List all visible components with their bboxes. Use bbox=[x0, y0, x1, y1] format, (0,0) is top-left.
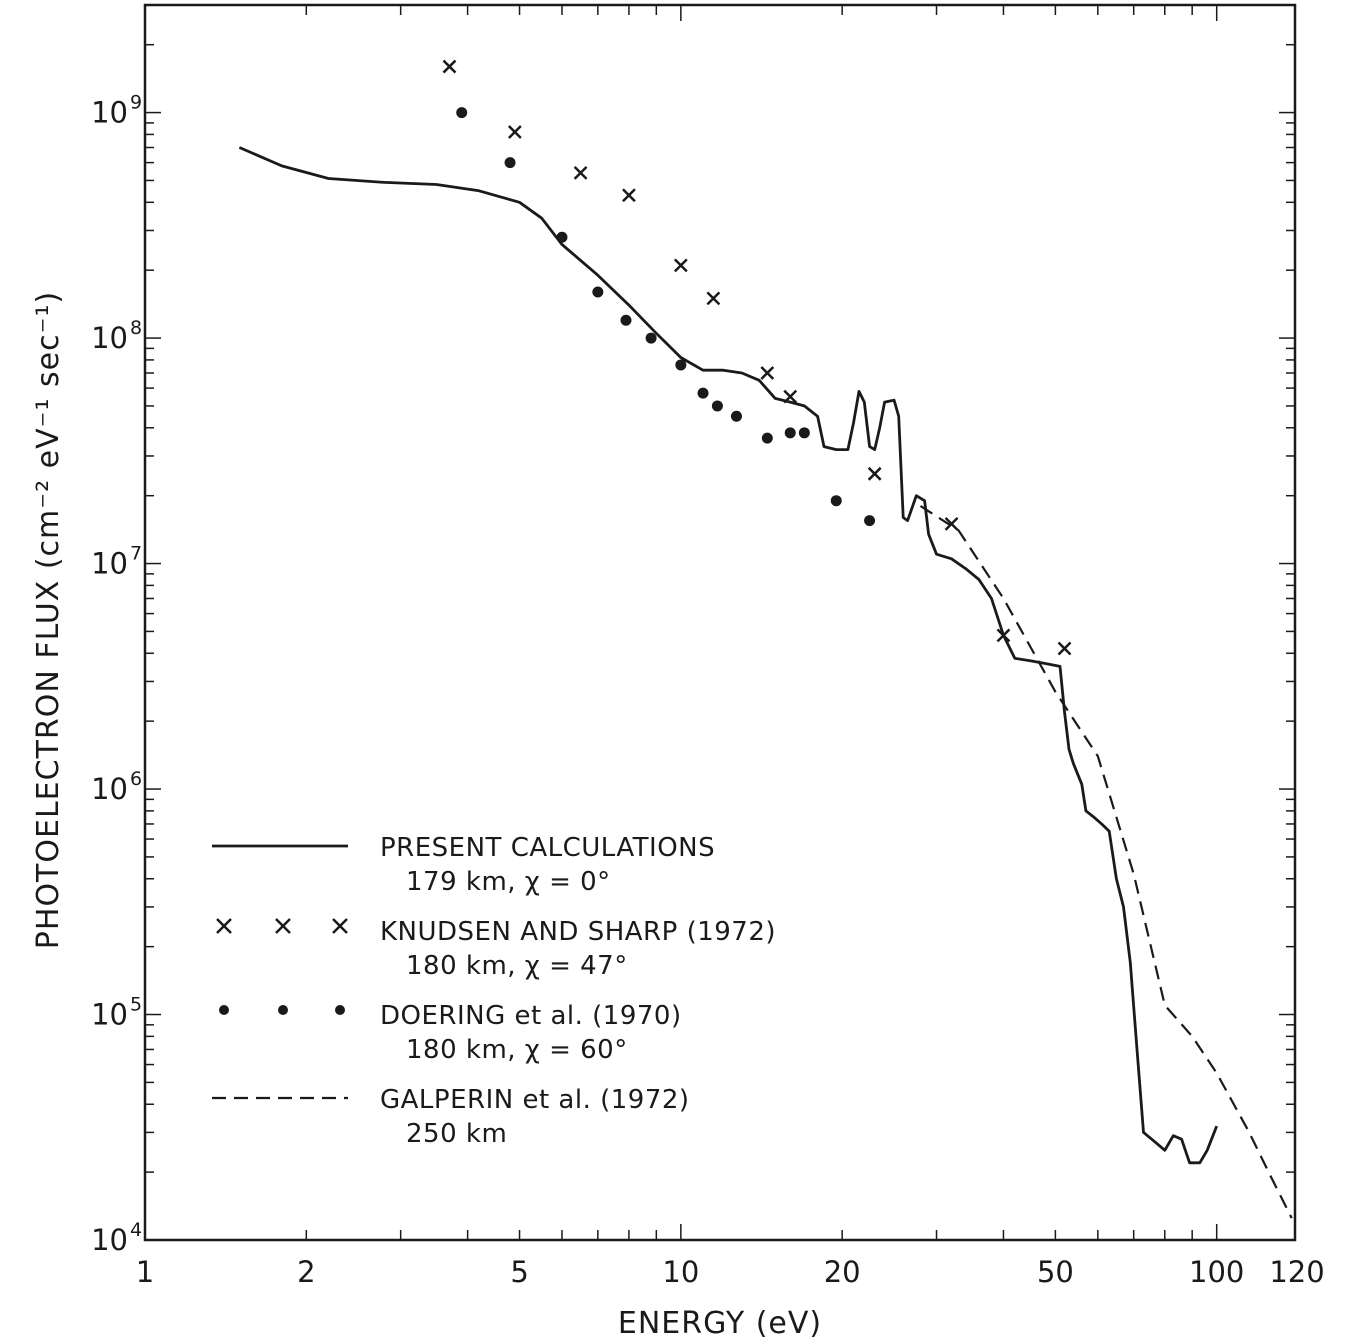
y-tick-label: 10 bbox=[91, 1223, 128, 1257]
axis-ticks bbox=[144, 4, 1295, 1241]
doering-point bbox=[592, 286, 604, 298]
knudsen-sharp-point bbox=[783, 389, 798, 404]
knudsen-sharp-point bbox=[216, 918, 232, 934]
x-tick-label: 5 bbox=[510, 1255, 528, 1289]
doering-point bbox=[620, 314, 632, 326]
legend-item: DOERING et al. (1970) 180 km, χ = 60° bbox=[219, 1001, 682, 1065]
legend-name: DOERING et al. (1970) bbox=[380, 1001, 682, 1031]
doering-point bbox=[697, 387, 709, 399]
legend-item: PRESENT CALCULATIONS 179 km, χ = 0° bbox=[212, 833, 715, 897]
x-tick-label: 120 bbox=[1269, 1255, 1324, 1289]
x-tick-label: 100 bbox=[1189, 1255, 1244, 1289]
knudsen-sharp-point bbox=[1057, 641, 1072, 656]
y-tick-exponent: 9 bbox=[130, 92, 142, 114]
y-tick-exponent: 5 bbox=[130, 994, 142, 1016]
knudsen-sharp-point bbox=[706, 291, 721, 306]
doering-point bbox=[830, 495, 842, 507]
doering-point bbox=[730, 410, 742, 422]
legend-name: GALPERIN et al. (1972) bbox=[380, 1085, 690, 1115]
y-axis-label: PHOTOELECTRON FLUX (cm⁻² eV⁻¹ sec⁻¹) bbox=[31, 291, 66, 949]
series-1 bbox=[442, 59, 1072, 656]
doering-point bbox=[675, 359, 687, 371]
galperin-line bbox=[919, 505, 1293, 1219]
knudsen-sharp-point bbox=[507, 125, 522, 139]
present-calculations-line bbox=[238, 146, 1219, 1165]
x-tick-label: 20 bbox=[824, 1255, 861, 1289]
knudsen-sharp-point bbox=[332, 918, 348, 934]
y-tick-exponent: 4 bbox=[130, 1219, 142, 1241]
y-tick-label: 10 bbox=[91, 772, 128, 806]
x-tick-label: 1 bbox=[136, 1255, 154, 1289]
doering-point bbox=[864, 515, 876, 527]
legend: PRESENT CALCULATIONS 179 km, χ = 0° KNUDSE… bbox=[212, 833, 776, 1149]
x-tick-label: 50 bbox=[1037, 1255, 1074, 1289]
x-tick-label: 10 bbox=[662, 1255, 699, 1289]
doering-point bbox=[711, 400, 723, 412]
y-tick-exponent: 8 bbox=[130, 317, 142, 339]
series-layer bbox=[238, 59, 1293, 1219]
doering-point bbox=[456, 107, 468, 119]
y-tick-label: 10 bbox=[91, 547, 128, 581]
knudsen-sharp-point bbox=[996, 628, 1011, 643]
knudsen-sharp-point bbox=[573, 166, 588, 180]
legend-dot bbox=[219, 1005, 229, 1015]
legend-dot bbox=[278, 1005, 288, 1015]
y-tick-label: 10 bbox=[91, 998, 128, 1032]
knudsen-sharp-point bbox=[442, 59, 457, 74]
knudsen-sharp-point bbox=[867, 466, 882, 481]
legend-name: KNUDSEN AND SHARP (1972) bbox=[380, 917, 776, 947]
knudsen-sharp-point bbox=[760, 366, 775, 380]
series-0 bbox=[238, 146, 1219, 1165]
legend-detail: 180 km, χ = 47° bbox=[406, 951, 628, 981]
doering-point bbox=[798, 427, 810, 439]
series-2 bbox=[456, 107, 876, 527]
x-tick-labels: 1 2 5 10 20 50 100 120 bbox=[136, 1255, 1325, 1289]
knudsen-sharp-point bbox=[673, 258, 688, 273]
series-3 bbox=[919, 505, 1293, 1219]
legend-dot bbox=[335, 1005, 345, 1015]
doering-point bbox=[784, 427, 796, 439]
legend-item: KNUDSEN AND SHARP (1972) 180 km, χ = 47° bbox=[216, 917, 776, 981]
doering-point bbox=[761, 432, 773, 444]
y-tick-label: 10 bbox=[91, 96, 128, 130]
legend-name: PRESENT CALCULATIONS bbox=[380, 833, 715, 863]
doering-point bbox=[504, 157, 516, 169]
y-tick-label: 10 bbox=[91, 321, 128, 355]
x-axis-label: ENERGY (eV) bbox=[618, 1306, 822, 1341]
plot-frame bbox=[143, 3, 1297, 1242]
doering-point bbox=[556, 231, 568, 243]
y-tick-exponent: 6 bbox=[130, 768, 142, 790]
knudsen-sharp-point bbox=[944, 516, 959, 531]
doering-point bbox=[645, 332, 657, 344]
y-tick-exponent: 7 bbox=[130, 543, 142, 565]
legend-item: GALPERIN et al. (1972) 250 km bbox=[212, 1085, 690, 1149]
x-tick-label: 2 bbox=[297, 1255, 315, 1289]
legend-detail: 180 km, χ = 60° bbox=[406, 1035, 628, 1065]
knudsen-sharp-point bbox=[275, 918, 291, 934]
knudsen-sharp-point bbox=[622, 188, 636, 203]
legend-detail: 250 km bbox=[406, 1119, 507, 1149]
legend-detail: 179 km, χ = 0° bbox=[406, 867, 611, 897]
